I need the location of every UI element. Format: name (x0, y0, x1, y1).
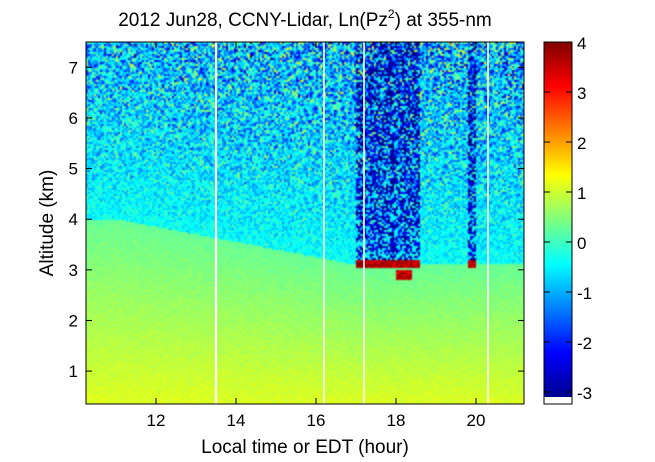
y-axis-title: Altitude (km) (37, 170, 58, 277)
x-tick-label: 20 (467, 411, 486, 430)
plot-frame (85, 41, 525, 405)
x-tick-label: 18 (387, 411, 406, 430)
colorbar-ticks: -3 -2 -1 0 1 2 3 4 (544, 34, 592, 403)
colorbar-tick-label: -3 (577, 384, 592, 403)
colorbar-nodata-swatch (544, 397, 572, 404)
data-gaps (214, 42, 489, 404)
chart-title-suffix: ) at 355-nm (395, 10, 492, 31)
y-axis: 1 2 3 4 5 6 7 (69, 58, 524, 381)
x-axis: 12 14 16 18 20 (147, 42, 486, 430)
colorbar-tick-label: -1 (577, 284, 592, 303)
colorbar-tick-label: 3 (577, 84, 586, 103)
y-tick-label: 4 (69, 210, 78, 229)
x-axis-title: Local time or EDT (hour) (201, 437, 409, 458)
colorbar-tick-label: 0 (577, 234, 586, 253)
x-tick-label: 12 (147, 411, 166, 430)
y-tick-label: 7 (69, 58, 78, 77)
y-tick-label: 5 (69, 160, 78, 179)
colorbar: -3 -2 -1 0 1 2 3 4 (543, 34, 592, 405)
y-tick-label: 1 (69, 362, 78, 381)
y-tick-label: 3 (69, 261, 78, 280)
heatmap-image (86, 42, 524, 404)
chart-title-main: 2012 Jun28, CCNY-Lidar, Ln(Pz (118, 10, 388, 31)
colorbar-tick-label: 2 (577, 134, 586, 153)
y-tick-label: 6 (69, 109, 78, 128)
colorbar-gradient (544, 42, 572, 397)
y-tick-label: 2 (69, 311, 78, 330)
colorbar-tick-label: 4 (577, 34, 586, 53)
x-tick-label: 16 (307, 411, 326, 430)
colorbar-tick-label: -2 (577, 334, 592, 353)
chart-title-superscript: 2 (388, 7, 395, 21)
x-tick-label: 14 (227, 411, 246, 430)
colorbar-frame (543, 41, 573, 405)
chart-title: 2012 Jun28, CCNY-Lidar, Ln(Pz2) at 355-n… (118, 7, 492, 31)
colorbar-tick-label: 1 (577, 184, 586, 203)
